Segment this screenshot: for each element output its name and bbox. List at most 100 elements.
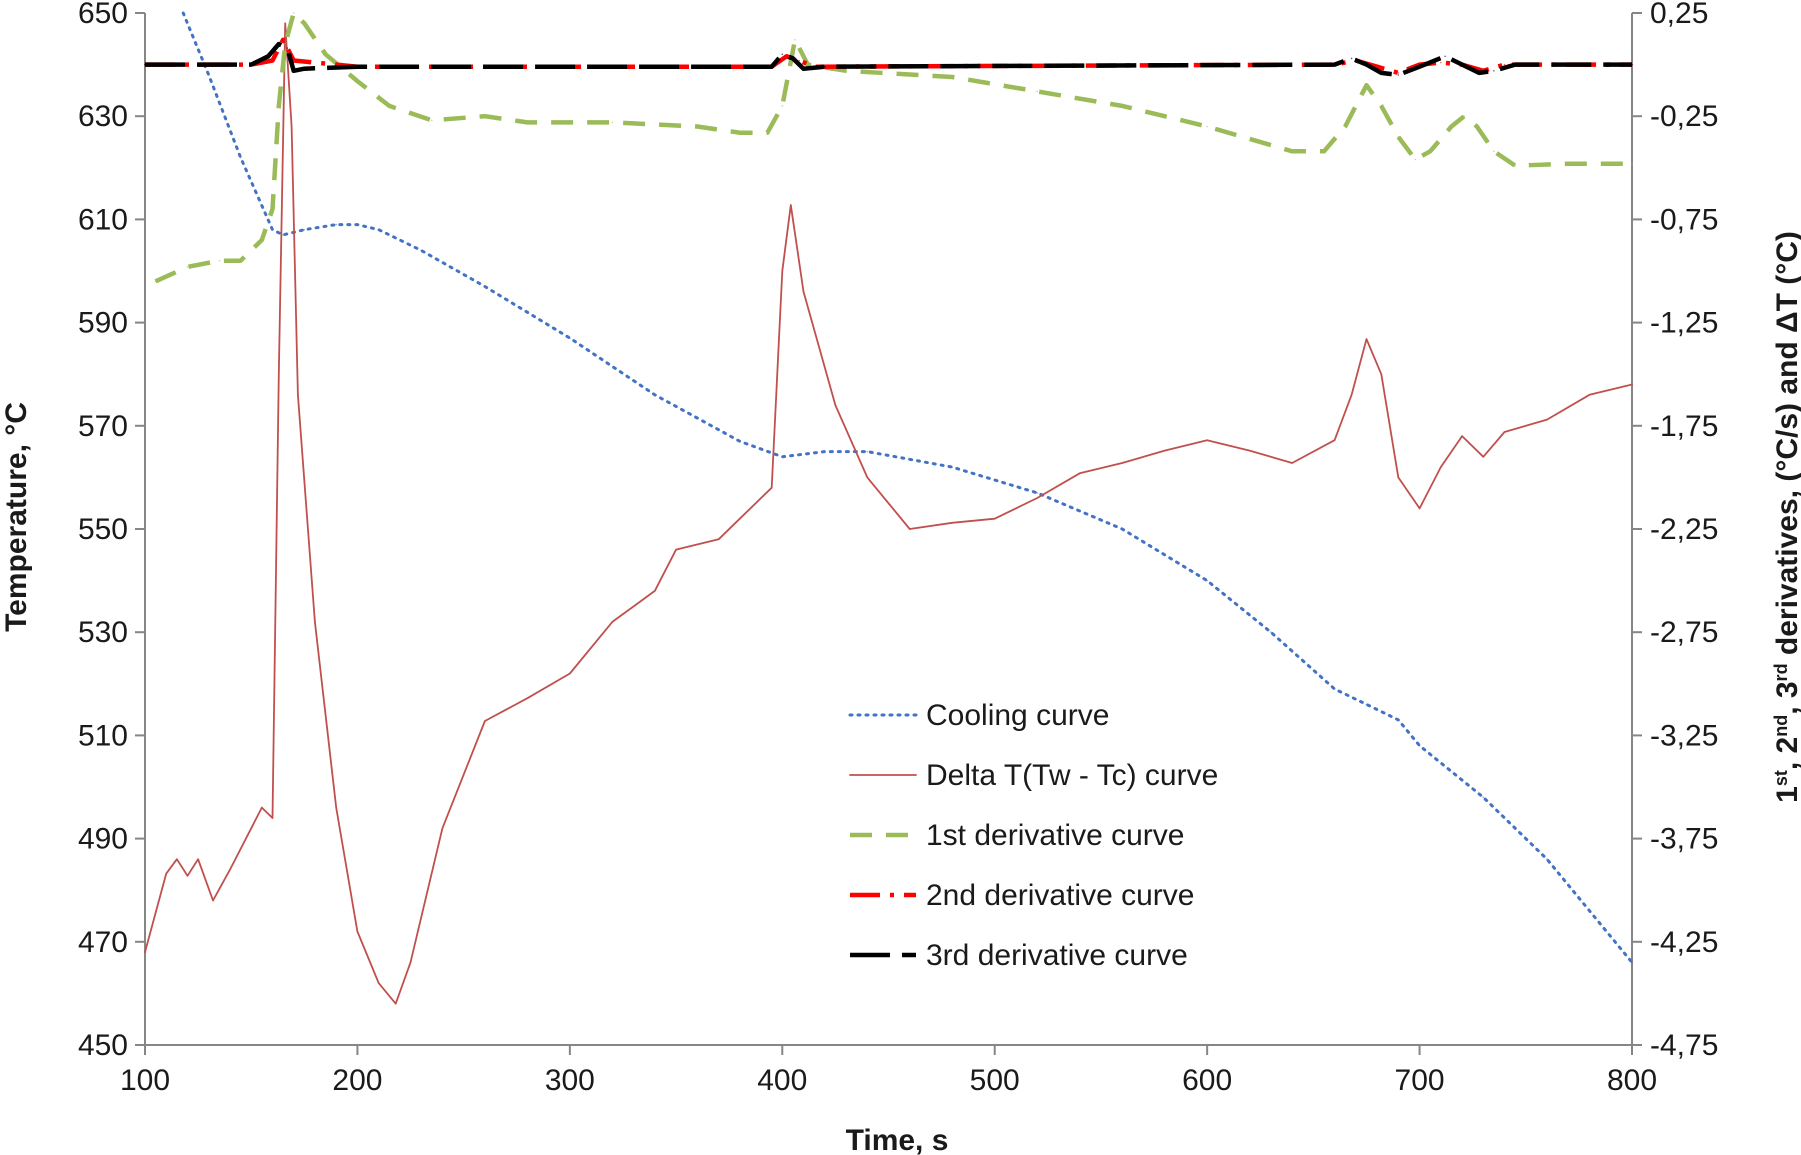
- data-point: [356, 223, 359, 226]
- x-tick-label: 200: [332, 1064, 382, 1097]
- legend-label: Cooling curve: [926, 699, 1109, 732]
- series-1st-derivative-curve: [154, 10, 1633, 284]
- y-tick-label: 590: [78, 307, 128, 340]
- x-tick-label: 500: [970, 1064, 1020, 1097]
- data-point: [1440, 466, 1442, 468]
- data-point: [239, 156, 242, 159]
- data-point: [356, 65, 359, 68]
- data-point: [1323, 150, 1325, 153]
- y-tick-label: 450: [78, 1029, 128, 1062]
- data-point: [1036, 90, 1038, 93]
- legend-label: 1st derivative curve: [926, 819, 1184, 852]
- data-point: [271, 817, 274, 819]
- data-point: [250, 827, 252, 830]
- x-tick-label: 800: [1607, 1064, 1657, 1097]
- data-point: [1380, 72, 1383, 74]
- data-point: [186, 875, 189, 877]
- data-point: [866, 476, 869, 479]
- data-point: [739, 517, 741, 520]
- data-point: [1450, 125, 1453, 128]
- data-point: [356, 80, 359, 82]
- data-point: [1418, 507, 1421, 510]
- axes: 100 200 300 400 500 600 700 800 450 470 490 510 530 5…: [78, 0, 1718, 1097]
- data-point: [798, 59, 801, 62]
- data-point: [834, 404, 837, 407]
- data-point: [377, 228, 380, 231]
- data-point: [1350, 57, 1353, 60]
- data-point: [278, 373, 280, 376]
- data-point: [781, 105, 784, 107]
- data-point: [1476, 125, 1478, 128]
- data-point: [1397, 476, 1400, 479]
- data-point: [824, 65, 826, 68]
- data-point: [781, 270, 784, 272]
- x-tick-label: 700: [1395, 1064, 1445, 1097]
- data-point: [845, 70, 847, 72]
- y2-tick-label: -3,25: [1650, 719, 1718, 752]
- data-point: [144, 63, 146, 66]
- data-point: [284, 22, 287, 25]
- data-point: [1365, 338, 1368, 340]
- data-point: [1418, 65, 1421, 68]
- y2-tick-label: -0,75: [1650, 203, 1718, 236]
- data-point: [356, 930, 359, 933]
- data-point: [739, 440, 741, 443]
- data-point: [292, 12, 295, 14]
- data-point: [1380, 105, 1383, 107]
- data-point: [1397, 719, 1400, 721]
- data-point: [1121, 462, 1123, 464]
- y2-tick-label: 0,25: [1650, 0, 1708, 30]
- legend-item-2nd-derivative-curve: 2nd derivative curve: [850, 879, 1194, 912]
- y-tick-label: 470: [78, 926, 128, 959]
- data-point: [654, 394, 656, 396]
- data-point: [792, 57, 794, 60]
- data-point: [176, 858, 178, 860]
- data-point: [866, 450, 869, 453]
- data-point: [271, 228, 274, 231]
- data-point: [1631, 383, 1633, 386]
- y-axis-title: Temperature, °C: [0, 402, 33, 632]
- data-point: [1482, 456, 1485, 458]
- data-point: [611, 121, 614, 124]
- data-point: [420, 249, 423, 252]
- data-point: [824, 450, 826, 453]
- legend-item-3rd-derivative-curve: 3rd derivative curve: [850, 939, 1188, 972]
- data-point: [1478, 72, 1480, 74]
- data-point: [908, 528, 911, 530]
- data-point: [335, 223, 338, 226]
- data-point: [1365, 703, 1368, 706]
- data-point: [1418, 744, 1421, 747]
- data-point: [186, 266, 189, 268]
- data-point: [951, 522, 953, 524]
- series-delta-t-tw-tc-curve: [144, 22, 1633, 1005]
- data-point: [1546, 858, 1548, 860]
- data-point: [802, 67, 805, 70]
- data-point: [770, 486, 773, 489]
- y2-tick-label: -0,25: [1650, 100, 1718, 133]
- data-point: [1376, 65, 1378, 68]
- data-point: [292, 70, 295, 72]
- data-point: [1333, 688, 1336, 690]
- data-point: [278, 105, 280, 107]
- data-point: [314, 621, 316, 623]
- data-point: [802, 290, 805, 293]
- data-point: [696, 125, 699, 128]
- data-point: [207, 74, 210, 76]
- data-point: [303, 228, 306, 231]
- y2-axis-title: 1st, 2nd, 3rd derivatives, (°C/s) and ΔT…: [1771, 231, 1801, 803]
- data-point: [717, 538, 720, 541]
- data-point: [1463, 115, 1465, 117]
- data-point: [1206, 125, 1208, 128]
- data-point: [1344, 125, 1346, 128]
- series-3rd-derivative-curve: [144, 41, 1633, 78]
- data-point: [261, 806, 263, 809]
- data-point: [271, 208, 274, 210]
- data-point: [1333, 439, 1336, 442]
- data-point: [951, 466, 953, 468]
- legend: Cooling curve Delta T(Tw - Tc) curve 1st d…: [848, 699, 1218, 972]
- x-tick-label: 300: [545, 1064, 595, 1097]
- data-point: [282, 39, 284, 41]
- data-point: [1567, 162, 1570, 165]
- y-tick-label: 650: [78, 0, 128, 30]
- data-point: [1291, 462, 1293, 464]
